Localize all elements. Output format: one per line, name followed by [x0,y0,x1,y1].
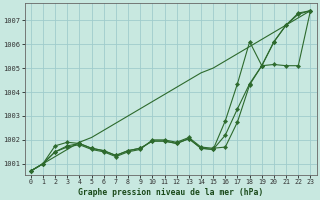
X-axis label: Graphe pression niveau de la mer (hPa): Graphe pression niveau de la mer (hPa) [78,188,263,197]
